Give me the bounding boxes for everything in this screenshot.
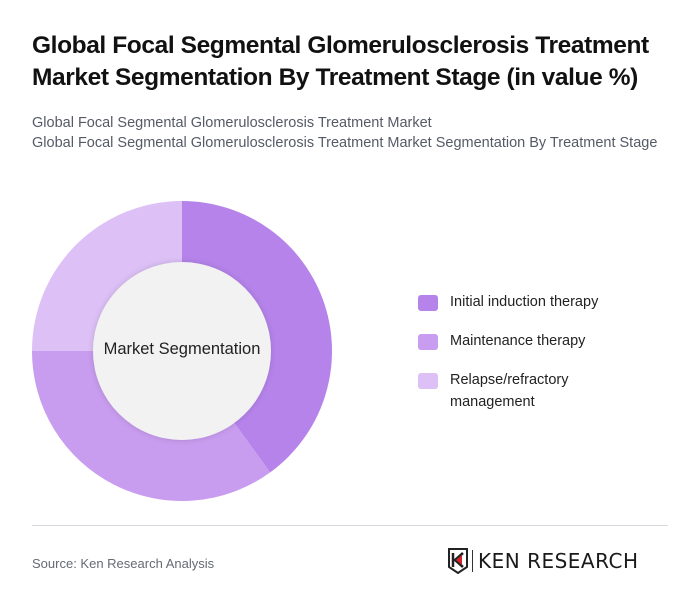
donut-chart xyxy=(32,201,332,501)
chart-subtitle: Global Focal Segmental Glomerulosclerosi… xyxy=(32,113,672,153)
legend-item-maintenance: Maintenance therapy xyxy=(418,330,668,352)
legend-item-initial-induction: Initial induction therapy xyxy=(418,291,668,313)
logo-separator xyxy=(472,550,473,572)
legend-label: Initial induction therapy xyxy=(450,294,599,310)
logo-text: KEN RESEARCH xyxy=(478,549,639,573)
legend-swatch xyxy=(418,334,438,350)
subtitle-line-2: Global Focal Segmental Glomerulosclerosi… xyxy=(32,135,658,151)
donut-hole xyxy=(93,262,271,440)
donut-svg xyxy=(32,201,332,501)
legend-label: Relapse/refractory management xyxy=(450,372,569,410)
ken-research-logo: KEN RESEARCH xyxy=(448,548,639,574)
legend-item-relapse-refractory: Relapse/refractory management xyxy=(418,369,668,413)
footer-divider xyxy=(32,525,668,526)
donut-center-label: Market Segmentation xyxy=(103,340,261,358)
legend-label: Maintenance therapy xyxy=(450,333,586,349)
legend-swatch xyxy=(418,295,438,311)
ken-research-logo-icon xyxy=(448,548,468,574)
source-note: Source: Ken Research Analysis xyxy=(32,556,215,571)
legend-swatch xyxy=(418,373,438,389)
subtitle-line-1: Global Focal Segmental Glomerulosclerosi… xyxy=(32,115,432,131)
chart-title: Global Focal Segmental Glomerulosclerosi… xyxy=(32,32,649,91)
legend: Initial induction therapy Maintenance th… xyxy=(418,291,668,430)
